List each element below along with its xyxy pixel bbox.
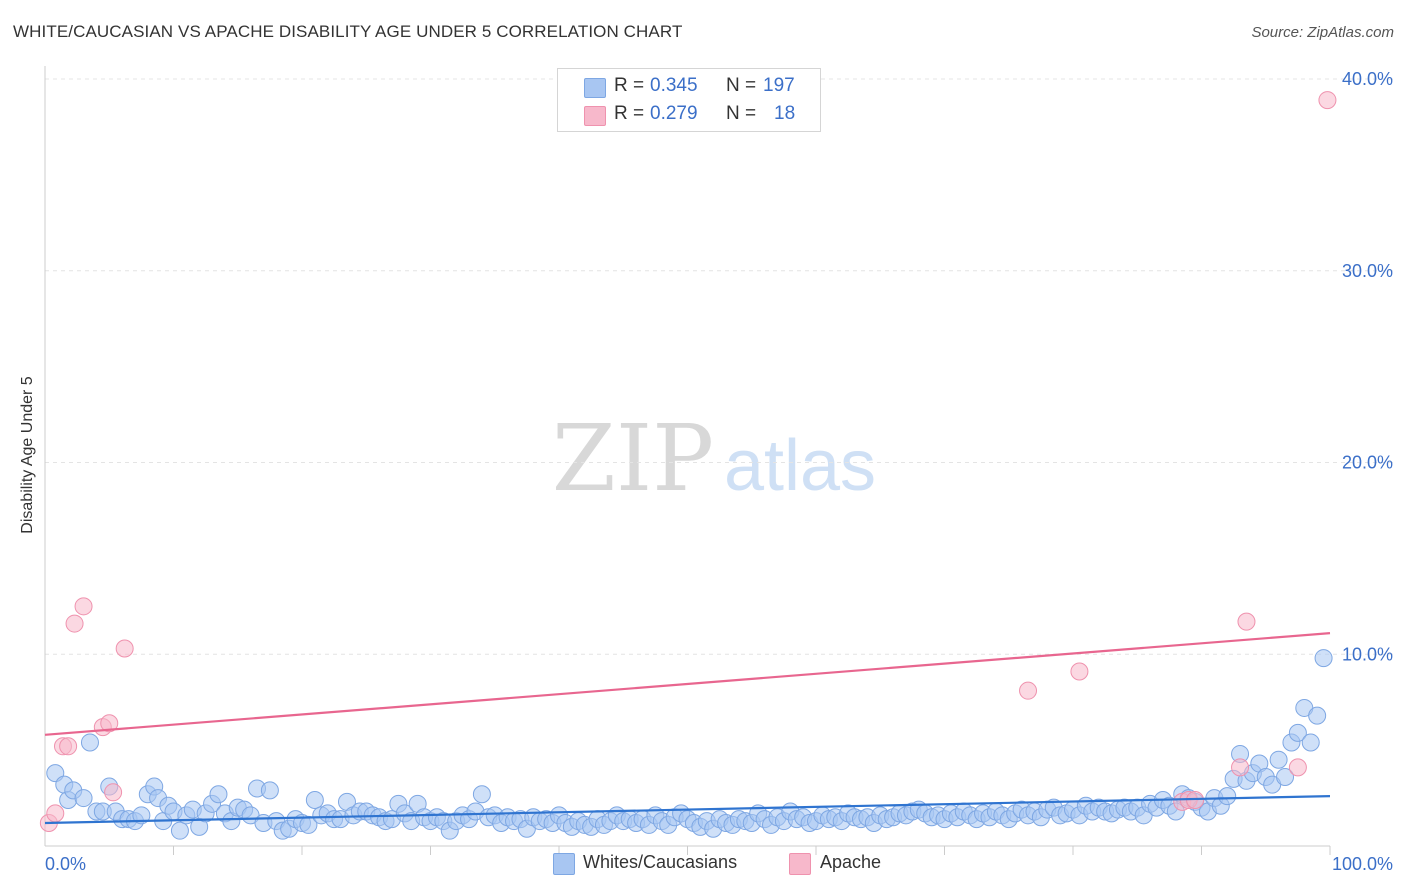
x-tick-label: 0.0%: [45, 854, 86, 874]
n-label: N =: [726, 75, 757, 96]
data-point-whites: [305, 790, 324, 809]
n-value: 18: [774, 103, 796, 124]
y-tick-label: 20.0%: [1342, 453, 1393, 473]
data-point-apache: [1237, 612, 1256, 631]
data-point-whites: [1269, 750, 1288, 769]
data-point-apache: [65, 614, 84, 633]
data-point-apache: [74, 597, 93, 616]
r-label: R =: [614, 103, 645, 124]
data-point-whites: [1218, 787, 1237, 806]
r-label: R =: [614, 75, 645, 96]
data-point-whites: [132, 806, 151, 825]
data-point-whites: [1314, 649, 1333, 668]
correlation-stats-box: R = 0.345 N = 197 R = 0.279 N = 18: [557, 68, 821, 132]
data-point-whites: [472, 785, 491, 804]
data-point-apache: [100, 714, 119, 733]
data-point-whites: [1276, 767, 1295, 786]
legend: Whites/Caucasians Apache: [0, 852, 1406, 878]
r-value: 0.279: [650, 103, 698, 124]
data-point-apache: [1019, 681, 1038, 700]
data-point-whites: [170, 821, 189, 840]
source-label: Source: ZipAtlas.com: [1251, 24, 1394, 41]
data-point-whites: [1288, 723, 1307, 742]
x-tick-label: 100.0%: [1332, 854, 1393, 874]
data-point-apache: [115, 639, 134, 658]
data-point-apache: [59, 737, 78, 756]
data-point-whites: [1308, 706, 1327, 725]
stats-swatch-whites: [584, 78, 606, 98]
data-point-apache: [46, 804, 65, 823]
trend-line-whites: [44, 795, 1331, 825]
stats-row-apache: R = 0.279 N = 18: [558, 101, 820, 129]
data-point-apache: [1070, 662, 1089, 681]
trend-line-apache: [44, 632, 1331, 736]
data-point-whites: [74, 789, 93, 808]
chart-title: WHITE/CAUCASIAN VS APACHE DISABILITY AGE…: [13, 22, 683, 41]
legend-label: Whites/Caucasians: [583, 852, 738, 872]
stats-swatch-apache: [584, 106, 606, 126]
n-label: N =: [726, 103, 757, 124]
watermark-zip: ZIP: [552, 405, 714, 512]
stats-row-whites: R = 0.345 N = 197: [558, 73, 820, 101]
legend-swatch-apache: [789, 853, 811, 875]
data-point-apache: [104, 783, 123, 802]
y-tick-label: 30.0%: [1342, 261, 1393, 281]
r-value: 0.345: [650, 75, 698, 96]
data-point-whites: [1301, 733, 1320, 752]
watermark-atlas: atlas: [724, 426, 876, 506]
legend-swatch-whites: [553, 853, 575, 875]
data-point-whites: [209, 785, 228, 804]
data-point-whites: [260, 781, 279, 800]
data-point-whites: [80, 733, 99, 752]
n-value: 197: [763, 75, 795, 96]
data-point-apache: [1231, 758, 1250, 777]
y-tick-label: 10.0%: [1342, 644, 1393, 664]
y-tick-label: 40.0%: [1342, 69, 1393, 89]
legend-label: Apache: [820, 852, 882, 872]
data-point-apache: [1318, 91, 1337, 110]
data-point-apache: [1288, 758, 1307, 777]
